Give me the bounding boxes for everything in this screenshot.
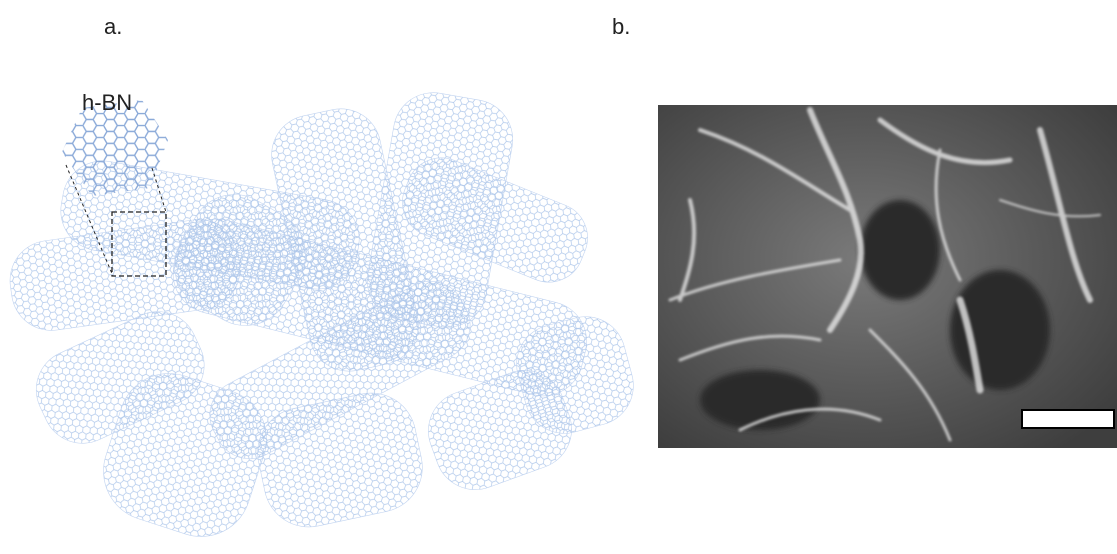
sem-image [658, 105, 1117, 448]
panel-label: b. [612, 14, 630, 39]
inset-label: h-BN [82, 90, 132, 115]
figure: a. b. h-BN [0, 0, 1117, 554]
panel-label: a. [104, 14, 122, 39]
